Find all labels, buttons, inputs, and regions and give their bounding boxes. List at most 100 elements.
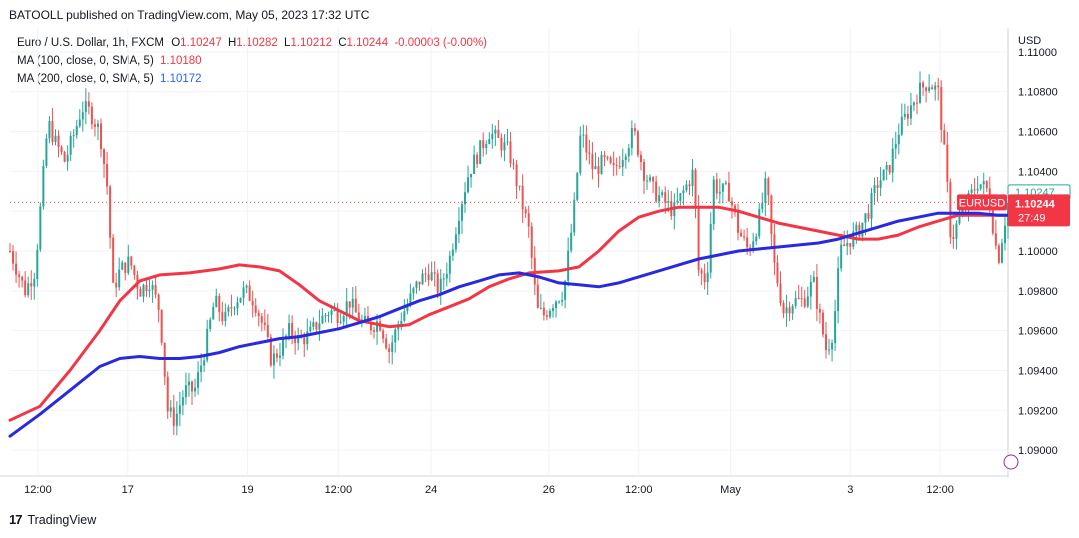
candle-body xyxy=(740,232,743,237)
candle-body xyxy=(991,209,994,234)
candle-body xyxy=(345,301,348,317)
y-tick-label: 1.10400 xyxy=(1018,166,1058,178)
candle-body xyxy=(691,169,694,187)
candle-body xyxy=(561,299,564,302)
candle-body xyxy=(282,338,285,356)
current-price-text: 1.10244 xyxy=(1015,198,1056,210)
legend-ma100-row: MA (100, close, 0, SMA, 5) 1.10180 xyxy=(17,52,487,70)
candle-body xyxy=(743,236,746,238)
candle-body xyxy=(934,85,937,90)
candle-body xyxy=(818,308,821,313)
candle-body xyxy=(166,376,169,412)
candle-body xyxy=(958,215,961,224)
candle-body xyxy=(919,82,922,103)
legend-ma200-row: MA (200, close, 0, SMA, 5) 1.10172 xyxy=(17,70,487,88)
candle-body xyxy=(148,289,151,292)
candle-body xyxy=(9,251,11,252)
candle-body xyxy=(482,140,485,149)
candle-body xyxy=(18,274,21,277)
candle-body xyxy=(430,272,433,281)
candle-body xyxy=(339,321,342,323)
candle-body xyxy=(573,199,576,233)
symbol-label: Euro / U.S. Dollar, 1h, FXCM xyxy=(17,37,164,49)
candle-body xyxy=(558,301,561,303)
symbol-tag-box xyxy=(957,194,1007,211)
candle-body xyxy=(391,342,394,352)
candle-body xyxy=(27,283,30,296)
candle-body xyxy=(655,181,658,202)
candle-body xyxy=(943,129,946,145)
y-tick-label: 1.09000 xyxy=(1018,445,1058,457)
tradingview-logo-icon: 17 xyxy=(9,512,23,527)
candle-body xyxy=(1003,225,1006,244)
candle-body xyxy=(661,192,664,196)
candle-body xyxy=(776,262,779,284)
candle-body xyxy=(521,185,524,210)
candle-body xyxy=(245,285,248,288)
candle-body xyxy=(946,144,949,182)
candle-body xyxy=(169,407,172,412)
candle-body xyxy=(639,154,642,163)
candle-body xyxy=(409,293,412,305)
candle-body xyxy=(840,244,843,269)
candle-body xyxy=(251,300,254,306)
candle-body xyxy=(712,179,715,224)
candle-body xyxy=(227,307,230,312)
x-tick-label: 12:00 xyxy=(926,484,954,496)
candle-body xyxy=(861,222,864,237)
candle-body xyxy=(524,209,527,214)
candle-body xyxy=(636,131,639,155)
candle-body xyxy=(415,281,418,289)
candle-body xyxy=(212,307,215,320)
candle-body xyxy=(658,195,661,202)
candle-body xyxy=(685,184,688,191)
candle-body xyxy=(351,298,354,308)
candle-body xyxy=(721,183,724,192)
candle-body xyxy=(515,164,518,187)
candle-body xyxy=(894,144,897,149)
publisher-header: BATOOLL published on TradingView.com, Ma… xyxy=(9,8,370,22)
candle-body xyxy=(45,138,48,166)
open-label: O xyxy=(171,37,181,49)
candle-body xyxy=(646,180,649,182)
candle-body xyxy=(121,262,124,270)
candle-body xyxy=(424,273,427,275)
candle-body xyxy=(257,312,260,317)
candle-body xyxy=(467,177,470,193)
x-tick-label: 17 xyxy=(122,484,134,496)
current-price-box xyxy=(1008,194,1070,227)
candle-body xyxy=(406,304,409,312)
candle-body xyxy=(330,310,333,316)
candle-body xyxy=(197,372,200,388)
candle-body xyxy=(327,315,330,317)
candle-body xyxy=(831,342,834,350)
candle-body xyxy=(536,284,539,308)
candle-body xyxy=(633,128,636,132)
candle-body xyxy=(843,244,846,247)
low-label: L xyxy=(284,37,291,49)
candle-body xyxy=(269,336,272,366)
candle-body xyxy=(694,169,697,207)
ma100-line xyxy=(8,205,1010,422)
y-tick-label: 1.11000 xyxy=(1018,47,1057,59)
candle-body xyxy=(42,165,45,207)
candle-body xyxy=(336,309,339,323)
candle-body xyxy=(803,298,806,307)
candle-body xyxy=(506,141,509,143)
candle-body xyxy=(278,355,281,358)
candle-body xyxy=(542,307,545,316)
candle-body xyxy=(570,232,573,251)
candle-body xyxy=(612,162,615,166)
footer-branding: 17 TradingView xyxy=(9,512,96,527)
candle-body xyxy=(539,307,542,309)
candle-body xyxy=(503,142,506,151)
candle-body xyxy=(782,303,785,314)
candle-body xyxy=(297,334,300,344)
candle-body xyxy=(806,296,809,307)
candle-body xyxy=(997,245,1000,263)
candle-body xyxy=(652,177,655,182)
candle-body xyxy=(473,154,476,174)
candle-body xyxy=(260,316,263,323)
candle-body xyxy=(500,137,503,151)
